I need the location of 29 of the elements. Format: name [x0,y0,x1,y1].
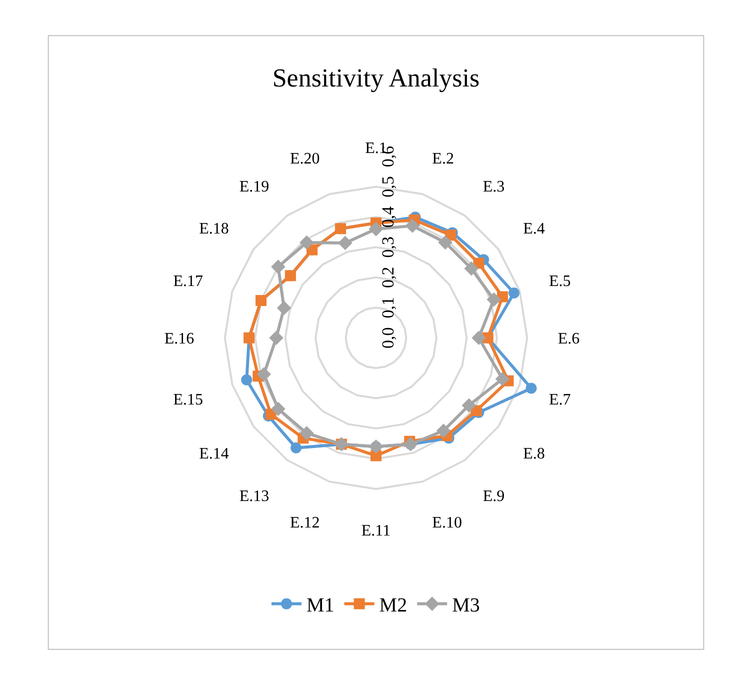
spoke-label: E.12 [290,514,320,532]
spoke-label: E.4 [523,220,545,238]
legend-label: M3 [452,594,480,617]
spoke-label: E.20 [290,150,320,168]
spoke-label: E.8 [523,446,545,463]
y-tick-label: 0,1 [378,296,398,318]
y-tick-label: 0,3 [378,236,398,258]
spoke-label: E.18 [199,220,229,238]
spoke-label: E.15 [173,391,204,408]
spoke-label: E.19 [239,178,270,196]
spoke-label: E.6 [558,330,580,348]
spoke-label: E.3 [482,178,505,196]
legend-label: M1 [306,594,334,617]
y-tick-label: 0,2 [378,266,398,288]
spoke-label: E.9 [482,488,505,506]
spoke-label: E.11 [361,522,391,540]
spoke-label: E.14 [199,446,229,463]
legend-label: M2 [379,594,408,617]
spoke-label: E.10 [432,514,462,532]
spoke-label: E.16 [164,330,194,348]
spoke-label: E.13 [239,488,270,506]
spoke-label: E.17 [173,272,204,290]
spoke-label: E.5 [548,272,571,290]
y-tick-label: 0,5 [378,176,398,198]
y-tick-label: 0,4 [378,206,398,228]
spoke-label: E.7 [548,391,571,408]
y-tick-label: 0,0 [378,327,398,348]
chart-title: Sensitivity Analysis [272,64,480,93]
spoke-label: E.2 [432,150,454,168]
